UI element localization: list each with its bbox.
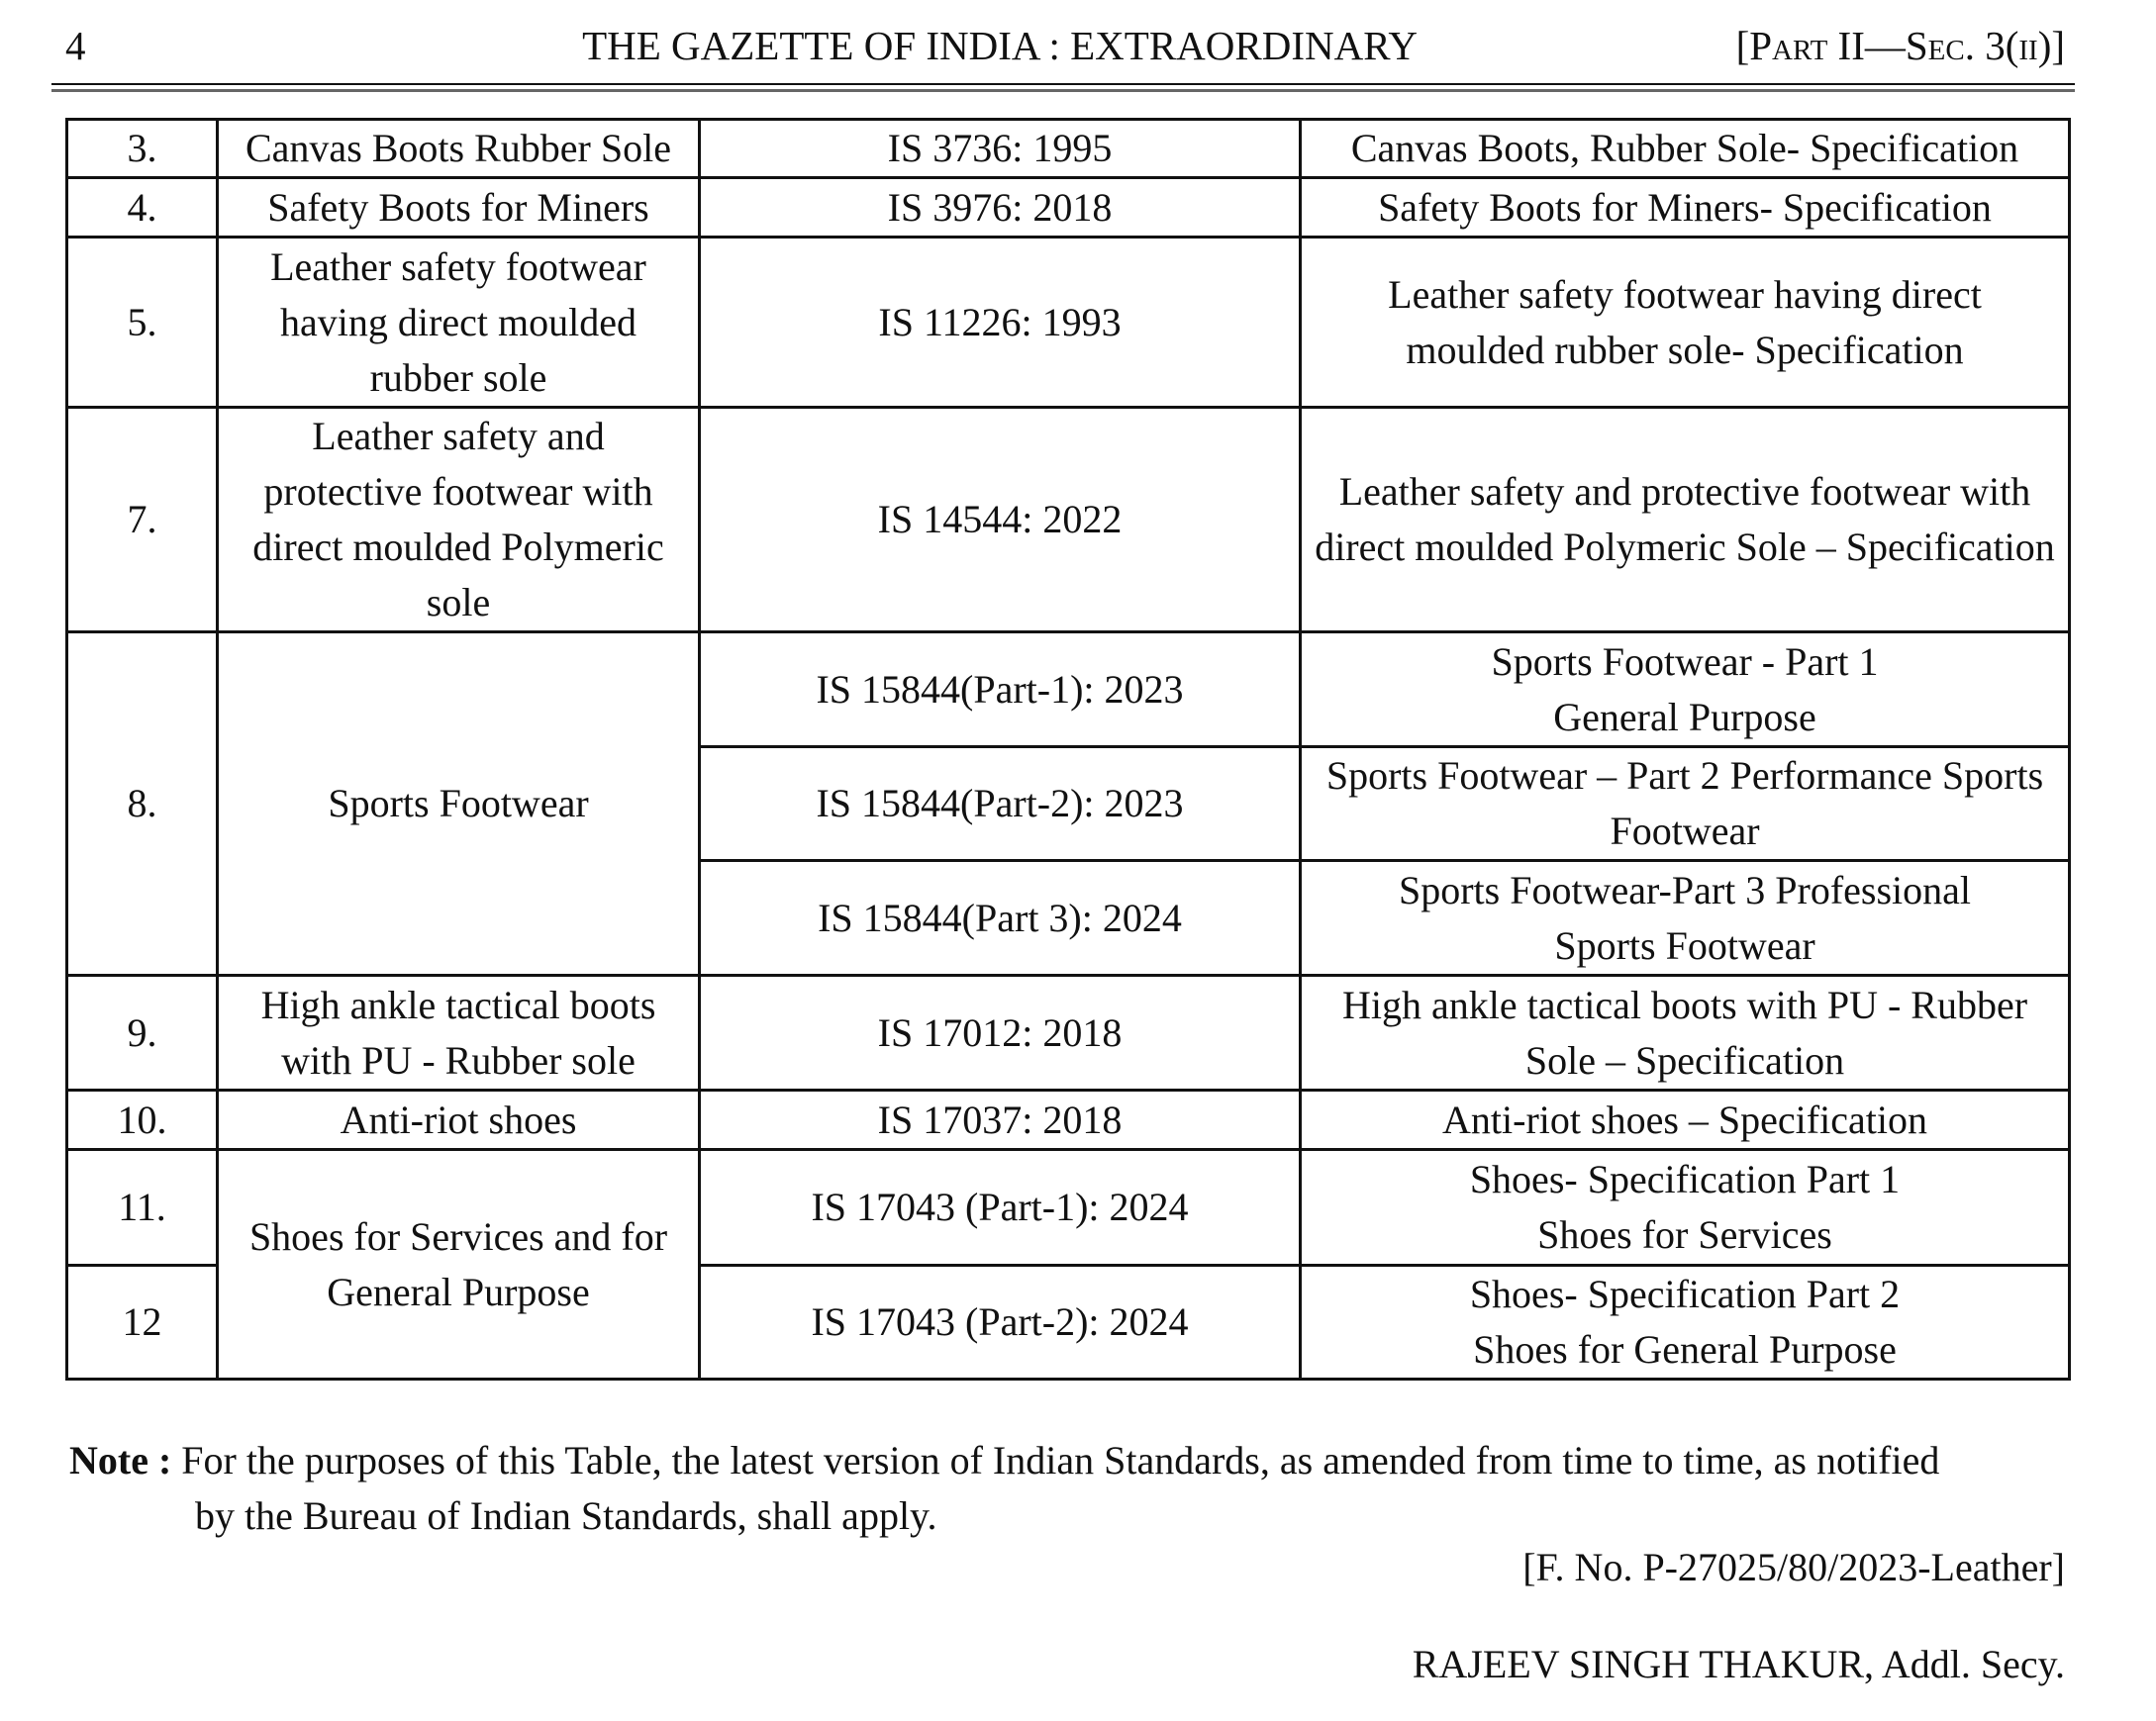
serial-no: 10. xyxy=(65,1089,219,1151)
table-row: 3. Canvas Boots Rubber Sole IS 3736: 199… xyxy=(65,118,2071,179)
serial-no: 11. xyxy=(65,1148,219,1267)
standard-title: Shoes- Specification Part 2 Shoes for Ge… xyxy=(1299,1264,2071,1381)
part-section: [Part II—Sec. 3(ii)] xyxy=(1735,23,2065,68)
standard-title: Sports Footwear-Part 3 Professional Spor… xyxy=(1299,859,2071,977)
note-label: Note : xyxy=(69,1438,172,1482)
item: Leather safety footwear having direct mo… xyxy=(216,236,701,409)
serial-no: 9. xyxy=(65,974,219,1092)
table-row: IS 15844(Part 3): 2024 Sports Footwear-P… xyxy=(67,859,2071,977)
note-text-line1: For the purposes of this Table, the late… xyxy=(181,1438,1940,1482)
serial-no: 4. xyxy=(65,176,219,239)
page-number: 4 xyxy=(65,23,86,68)
table-note: Note : For the purposes of this Table, t… xyxy=(69,1433,2069,1544)
table-row: IS 15844(Part-2): 2023 Sports Footwear –… xyxy=(67,745,2071,862)
note-text-line2: by the Bureau of Indian Standards, shall… xyxy=(195,1493,937,1538)
standard-title: Shoes- Specification Part 1 Shoes for Se… xyxy=(1299,1148,2071,1267)
standard: IS 15844(Part-1): 2023 xyxy=(698,630,1302,748)
table-row: 7. Leather safety and protective footwea… xyxy=(65,406,2071,633)
table-row: 12 IS 17043 (Part-2): 2024 Shoes- Specif… xyxy=(65,1264,2071,1381)
standard-title: Anti-riot shoes – Specification xyxy=(1299,1089,2071,1151)
standard-title: Canvas Boots, Rubber Sole- Specification xyxy=(1299,118,2071,179)
table-row: 9. High ankle tactical boots with PU - R… xyxy=(65,974,2071,1092)
table-row: 10. Anti-riot shoes IS 17037: 2018 Anti-… xyxy=(65,1089,2071,1151)
standard: IS 3736: 1995 xyxy=(698,118,1302,179)
item: Sports Footwear xyxy=(216,630,701,977)
item: High ankle tactical boots with PU - Rubb… xyxy=(216,974,701,1092)
item: Anti-riot shoes xyxy=(216,1089,701,1151)
standard-title: Leather safety and protective footwear w… xyxy=(1299,406,2071,633)
standards-table: 3. Canvas Boots Rubber Sole IS 3736: 199… xyxy=(65,118,2071,1381)
table-row: 4. Safety Boots for Miners IS 3976: 2018… xyxy=(65,176,2071,239)
standard: IS 15844(Part 3): 2024 xyxy=(698,859,1302,977)
serial-no: 7. xyxy=(65,406,219,633)
standard-title: High ankle tactical boots with PU - Rubb… xyxy=(1299,974,2071,1092)
item: Canvas Boots Rubber Sole xyxy=(216,118,701,179)
standard: IS 17043 (Part-1): 2024 xyxy=(698,1148,1302,1267)
table-row: 8. Sports Footwear IS 15844(Part-1): 202… xyxy=(65,630,2071,977)
standard: IS 14544: 2022 xyxy=(698,406,1302,633)
standard-title: Safety Boots for Miners- Specification xyxy=(1299,176,2071,239)
serial-no: 5. xyxy=(65,236,219,409)
standard: IS 17037: 2018 xyxy=(698,1089,1302,1151)
standard: IS 15844(Part-2): 2023 xyxy=(698,745,1302,862)
item: Leather safety and protective footwear w… xyxy=(216,406,701,633)
standard: IS 17043 (Part-2): 2024 xyxy=(698,1264,1302,1381)
serial-no: 8. xyxy=(65,630,219,977)
standard-title: Sports Footwear - Part 1 General Purpose xyxy=(1299,630,2071,748)
standard: IS 3976: 2018 xyxy=(698,176,1302,239)
header-rule-grey xyxy=(51,89,2075,92)
serial-no: 3. xyxy=(65,118,219,179)
table-row: 5. Leather safety footwear having direct… xyxy=(65,236,2071,409)
file-number: [F. No. P-27025/80/2023-Leather] xyxy=(1522,1545,2065,1589)
gazette-title: THE GAZETTE OF INDIA : EXTRAORDINARY xyxy=(582,23,1418,68)
header-rule xyxy=(51,83,2075,85)
standard: IS 11226: 1993 xyxy=(698,236,1302,409)
standard-title: Sports Footwear – Part 2 Performance Spo… xyxy=(1299,745,2071,862)
item: Shoes for Services and for General Purpo… xyxy=(216,1148,701,1381)
item: Safety Boots for Miners xyxy=(216,176,701,239)
standard: IS 17012: 2018 xyxy=(698,974,1302,1092)
serial-no: 12 xyxy=(65,1264,219,1381)
signatory: RAJEEV SINGH THAKUR, Addl. Secy. xyxy=(1412,1642,2065,1686)
standard-title: Leather safety footwear having direct mo… xyxy=(1299,236,2071,409)
table-row: 11. Shoes for Services and for General P… xyxy=(65,1148,2071,1381)
